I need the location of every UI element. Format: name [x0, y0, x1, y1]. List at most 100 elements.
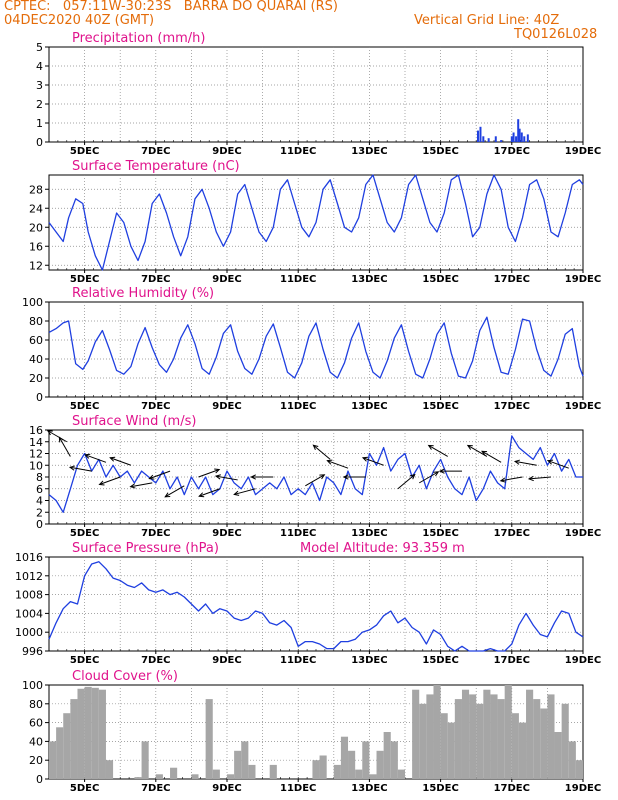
wind-arrow-head	[98, 480, 105, 486]
humidity-ytick-label: 60	[29, 334, 43, 347]
wind-arrow-head	[233, 490, 240, 496]
wind-arrow-shaft	[99, 476, 121, 485]
wind-arrow-head	[58, 436, 64, 443]
pressure-frame	[48, 556, 584, 652]
temperature-xtick-label: 11DEC	[280, 274, 316, 285]
temperature-panel: 12 16 20 24 28 5DEC 7DEC 9DEC 11DEC 13DEC 15DEC 17D…	[29, 159, 601, 285]
temperature-xtick-label: 13DEC	[351, 274, 387, 285]
wind-arrow	[547, 459, 569, 469]
cloud-bar	[540, 708, 548, 779]
precip-frame	[48, 46, 584, 143]
wind-arrow-head	[409, 473, 416, 480]
humidity-series-line	[48, 316, 584, 379]
pressure-xtick-label: 5DEC	[70, 655, 99, 666]
precip-xtick-label: 13DEC	[351, 146, 387, 157]
precip-bar	[523, 136, 526, 142]
cloud-bar	[362, 741, 370, 779]
wind-arrow-head	[499, 477, 506, 483]
wind-xtick-label: 13DEC	[351, 528, 387, 539]
wind-xtick-label: 5DEC	[70, 528, 99, 539]
precip-bar	[494, 136, 497, 142]
pressure-panel: 996 1000 1004 1008 1012 1016 5DEC 7DEC 9DEC 11DEC…	[15, 541, 601, 666]
pressure-xtick-label: 19DEC	[565, 655, 601, 666]
pressure-ytick-label: 1012	[15, 570, 43, 583]
wind-ytick-label: 4	[36, 495, 43, 508]
precip-bar	[510, 136, 513, 142]
wind-arrow	[397, 473, 416, 490]
wind-ytick-label: 16	[29, 424, 43, 437]
temperature-ytick-label: 20	[29, 221, 43, 234]
cloud-xtick-label: 11DEC	[280, 783, 316, 794]
wind-arrow-shaft	[529, 476, 552, 480]
cloud-bar	[248, 764, 256, 779]
wind-arrow	[129, 482, 153, 489]
precip-bar	[476, 130, 479, 142]
wind-arrow-head	[164, 492, 171, 498]
precip-xtick-label: 19DEC	[565, 146, 601, 157]
temperature-ytick-label: 28	[29, 183, 43, 196]
cloud-bar	[205, 699, 213, 779]
cloud-bar	[369, 774, 377, 779]
wind-arrow	[109, 456, 132, 466]
wind-arrow-head	[433, 471, 440, 477]
cloud-bar	[227, 774, 235, 779]
wind-arrow	[98, 476, 121, 486]
wind-arrow	[148, 470, 171, 480]
pressure-series-line	[48, 561, 584, 652]
cloud-ytick-label: 60	[29, 717, 43, 730]
cloud-bar	[447, 722, 455, 779]
precip-ytick-label: 3	[36, 79, 43, 92]
pressure-xtick-label: 11DEC	[280, 655, 316, 666]
pressure-xtick-label: 9DEC	[212, 655, 241, 666]
wind-arrow	[68, 465, 92, 472]
pressure-ytick-label: 1004	[15, 607, 43, 620]
wind-arrow-shaft	[514, 460, 537, 466]
pressure-ytick-label: 1016	[15, 551, 43, 564]
wind-arrow-shaft	[397, 474, 416, 490]
cloud-bar	[348, 750, 356, 779]
humidity-frame	[48, 301, 584, 398]
pressure-ytick-label: 996	[22, 645, 43, 658]
temperature-xtick-label: 9DEC	[212, 274, 241, 285]
wind-arrow-head	[513, 459, 521, 465]
wind-arrow	[361, 456, 384, 466]
precip-xtick-label: 5DEC	[70, 146, 99, 157]
wind-xtick-label: 9DEC	[212, 528, 241, 539]
wind-arrow-shaft	[58, 437, 71, 457]
cloud-xtick-label: 7DEC	[141, 783, 170, 794]
cloud-bar	[412, 689, 420, 779]
cloud-bar	[419, 703, 427, 779]
cloud-bar	[70, 699, 78, 779]
cloud-bar	[511, 713, 519, 779]
temperature-ytick-label: 12	[29, 259, 43, 272]
cloud-bar	[476, 703, 484, 779]
cloud-bar	[568, 741, 576, 779]
temperature-title: Surface Temperature (nC)	[72, 159, 240, 174]
wind-arrow	[438, 468, 462, 474]
precip-xtick-label: 15DEC	[422, 146, 458, 157]
cloud-xtick-label: 5DEC	[70, 783, 99, 794]
precip-ytick-label: 0	[36, 136, 43, 149]
header-date: 04DEC2020 40Z (GMT)	[4, 13, 155, 28]
wind-arrow-shaft	[215, 475, 238, 481]
cloud-bar	[77, 688, 85, 779]
cloud-bar	[483, 689, 491, 779]
cloud-bar	[547, 694, 555, 779]
humidity-ytick-label: 100	[22, 296, 43, 309]
wind-arrow-head	[312, 444, 319, 450]
wind-arrow-shaft	[547, 460, 569, 469]
precip-xtick-label: 11DEC	[280, 146, 316, 157]
precip-bar	[512, 132, 515, 142]
cloud-xtick-label: 19DEC	[565, 783, 601, 794]
wind-arrow	[305, 474, 326, 487]
wind-arrow	[481, 450, 502, 463]
cloud-bar	[234, 750, 242, 779]
temperature-xtick-label: 15DEC	[422, 274, 458, 285]
wind-xtick-label: 19DEC	[565, 528, 601, 539]
humidity-ytick-label: 80	[29, 315, 43, 328]
wind-arrow-shaft	[110, 457, 132, 466]
wind-arrow-head	[326, 459, 333, 465]
precip-bar	[479, 126, 482, 142]
humidity-xtick-label: 5DEC	[70, 401, 99, 412]
